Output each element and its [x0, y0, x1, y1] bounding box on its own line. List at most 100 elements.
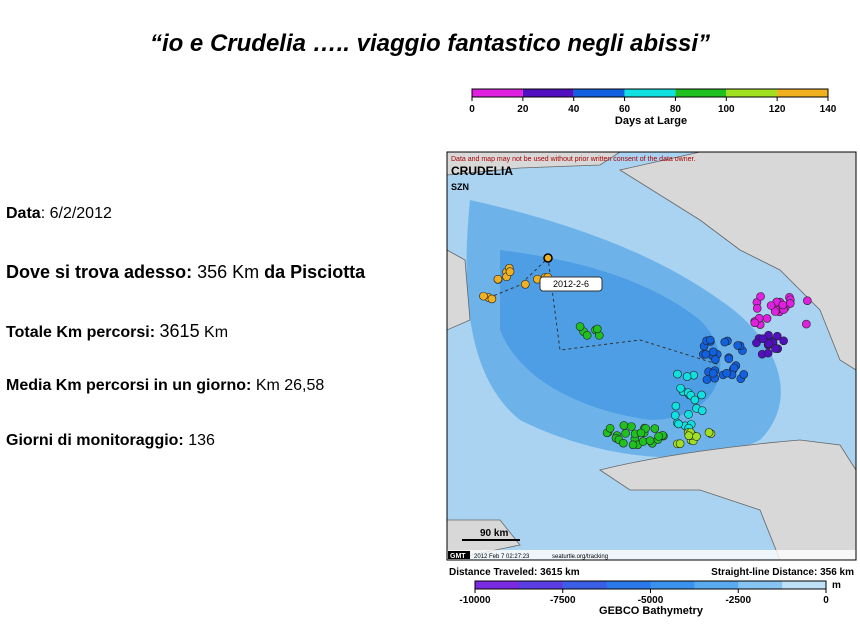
track-point: [708, 368, 718, 378]
gmt-box: [448, 551, 470, 559]
info-label: Totale Km percorsi:: [6, 324, 156, 341]
track-point: [479, 291, 488, 301]
colorbar-tick-label: 40: [568, 104, 580, 115]
organization: SZN: [451, 182, 469, 192]
track-point: [752, 304, 762, 313]
track-point: [676, 383, 685, 393]
track-point: [764, 339, 773, 348]
colorbar-segment: [675, 89, 727, 97]
colorbar-frame: [471, 88, 829, 98]
bathymetry-colorbar: -10000 -7500 -5000 -2500 0: [459, 580, 829, 606]
track-points: [479, 253, 812, 450]
track-point: [654, 432, 663, 441]
days-colorbar: 0 20 40 60 80 100 120 140: [469, 88, 837, 115]
map-frame: [446, 151, 857, 561]
colorbar-tick-label: -2500: [725, 595, 751, 606]
track-point: [697, 406, 707, 415]
track-point: [575, 322, 585, 331]
colorbar-tick-label: 120: [769, 104, 786, 115]
track-point: [720, 337, 730, 347]
track-point: [756, 292, 765, 301]
track-point: [750, 318, 760, 328]
track-point: [733, 341, 743, 350]
info-value: 6/2/2012: [49, 205, 112, 222]
info-suffix: da Pisciotta: [264, 262, 366, 282]
track-point: [739, 370, 749, 379]
land-sicily: [599, 439, 856, 560]
bathymetry-label: GEBCO Bathymetry: [599, 605, 704, 617]
track-point: [692, 432, 701, 441]
track-point: [645, 436, 655, 445]
track-point: [763, 348, 773, 358]
info-line: Totale Km percorsi: 3615 Km: [6, 321, 228, 342]
track-point: [675, 439, 685, 448]
track-point: [671, 401, 681, 411]
track-point: [702, 375, 712, 384]
track-point: [724, 354, 734, 364]
colorbar-tick-label: 60: [619, 104, 631, 115]
info-value: 356 Km: [197, 262, 260, 282]
colorbar-segment: [518, 581, 564, 589]
info-line: Giorni di monitoraggio: 136: [6, 432, 215, 450]
date-box: [539, 276, 603, 292]
track-point: [711, 355, 720, 364]
disclaimer: Data and map may not be used without pri…: [451, 156, 695, 163]
track-point: [619, 421, 629, 430]
track-point: [770, 307, 780, 316]
straight-line-distance: Straight-line Distance: 356 km: [711, 567, 854, 578]
track-point: [772, 331, 782, 341]
track-point: [673, 369, 682, 379]
track-point: [650, 424, 660, 433]
colorbar-tick-label: 0: [469, 104, 475, 115]
site: seaturtle.org/tracking: [552, 554, 608, 560]
colorbar-tick-label: -5000: [638, 595, 664, 606]
track-point: [487, 294, 497, 304]
colorbar-segment: [650, 581, 695, 589]
date-label: 2012-2-6: [553, 279, 589, 289]
track-point: [779, 336, 788, 346]
colorbar-tick-label: -10000: [459, 595, 491, 606]
track-point: [758, 334, 768, 343]
colorbar-segment: [606, 581, 651, 589]
colorbar-segment: [777, 89, 828, 97]
colorbar-segment: [472, 89, 523, 97]
track-point: [766, 301, 776, 310]
colorbar-segment: [475, 581, 520, 589]
current-position: [543, 253, 553, 263]
track-point: [704, 428, 714, 437]
track-point: [582, 331, 592, 340]
deeper-sea: [500, 250, 721, 420]
turtle-name: CRUDELIA: [451, 164, 513, 178]
info-label: Media Km percorsi in un giorno:: [6, 377, 252, 394]
track-point: [670, 411, 680, 420]
track-point: [627, 422, 636, 431]
track-point: [708, 347, 718, 357]
track-point: [520, 279, 530, 289]
info-label: Data: [6, 205, 41, 222]
track-point: [771, 344, 780, 353]
land-italy: [618, 152, 856, 371]
info-value: 136: [188, 432, 215, 449]
info-suffix: Km: [204, 324, 229, 341]
timestamp: 2012 Feb 7 02:27:23: [474, 554, 530, 560]
colorbar-segment: [562, 581, 608, 589]
bathymetry-unit: m: [832, 580, 841, 591]
track-point: [786, 299, 795, 308]
scale-label: 90 km: [480, 528, 508, 539]
track-point: [619, 438, 628, 448]
track-point: [778, 300, 788, 310]
map: 2012-2-6 Data and map may not be used wi…: [447, 152, 856, 560]
colorbar-tick-label: 20: [517, 104, 529, 115]
track-point: [684, 410, 693, 419]
distance-traveled: Distance Traveled: 3615 km: [449, 567, 580, 578]
land-sardinia: [447, 249, 471, 331]
info-sep: :: [40, 205, 46, 222]
track-point: [697, 390, 706, 400]
track-point: [690, 395, 700, 405]
track-point: [701, 349, 711, 359]
slide-title: “io e Crudelia ….. viaggio fantastico ne…: [149, 30, 711, 57]
colorbar-tick-label: 100: [718, 104, 735, 115]
colorbar-segment: [694, 581, 739, 589]
colorbar-tick-label: -7500: [550, 595, 576, 606]
